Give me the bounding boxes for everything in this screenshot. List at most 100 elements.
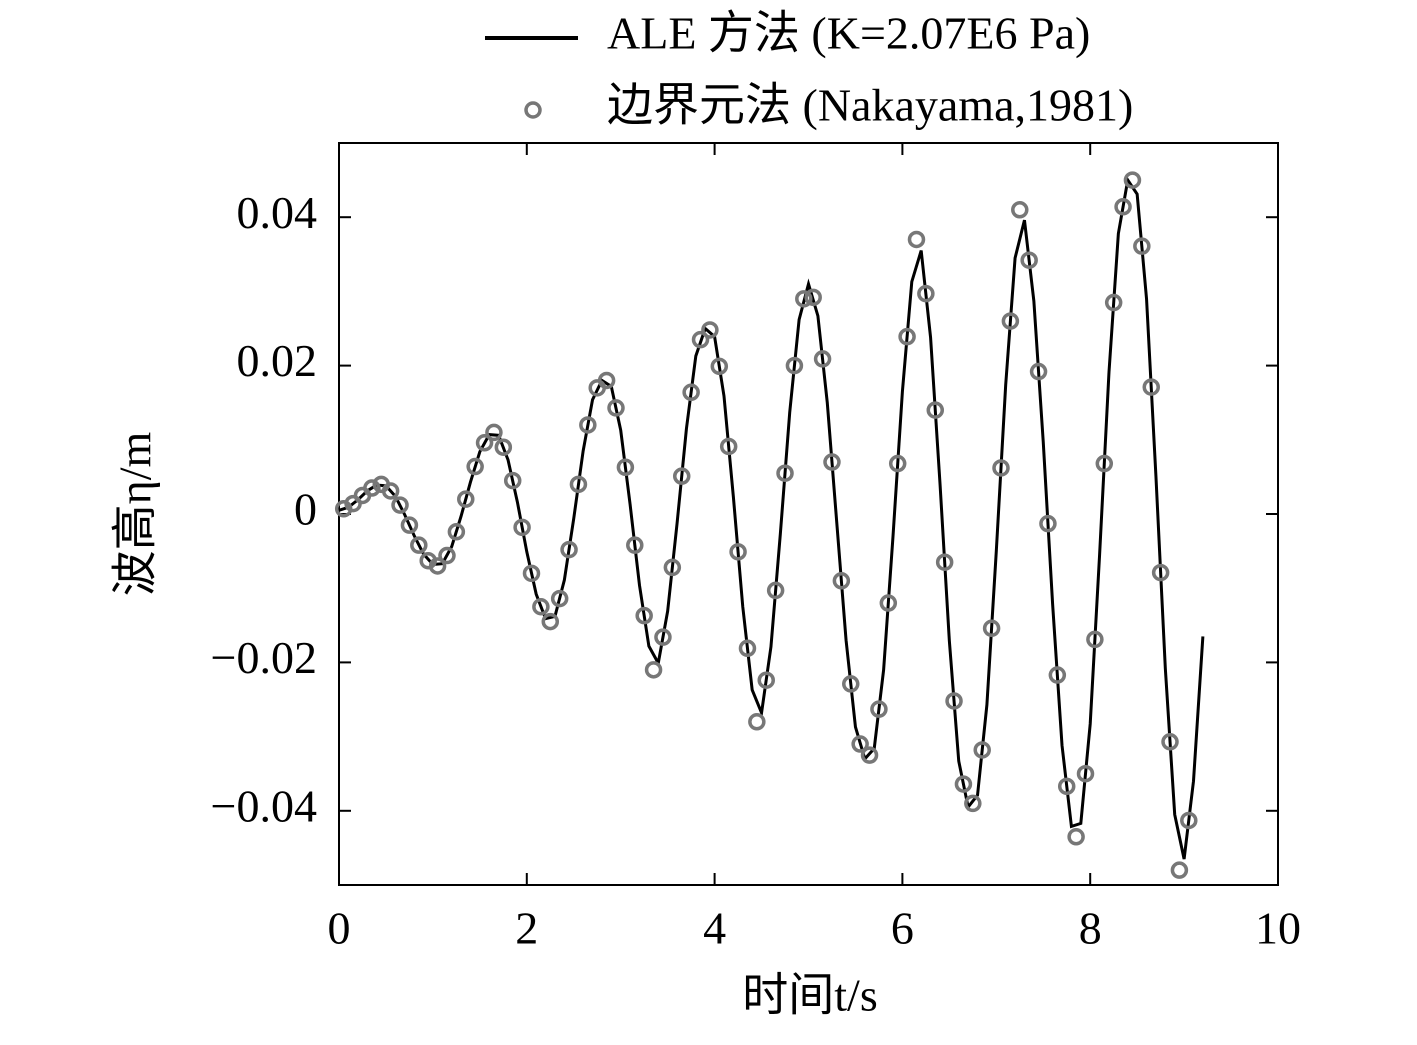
- data-point: [494, 438, 513, 456]
- data-point: [1086, 630, 1104, 649]
- data-point: [776, 464, 794, 482]
- data-point: [1048, 666, 1067, 684]
- data-point: [898, 327, 916, 346]
- data-point: [410, 536, 428, 554]
- data-point: [1076, 764, 1095, 783]
- data-point: [917, 284, 935, 303]
- data-point: [1151, 563, 1170, 582]
- data-point: [729, 543, 747, 561]
- x-tick-label: 4: [703, 903, 726, 954]
- data-point: [1057, 777, 1076, 796]
- data-point: [1142, 378, 1160, 396]
- data-point: [428, 557, 447, 575]
- data-point: [672, 467, 691, 485]
- data-point: [579, 416, 597, 434]
- data-point: [973, 741, 991, 759]
- data-point: [381, 482, 400, 500]
- data-point: [926, 401, 945, 419]
- y-tick-label: 0.02: [237, 335, 318, 386]
- data-point: [982, 619, 1001, 638]
- legend-label: 边界元法 (Nakayama,1981): [607, 80, 1133, 131]
- data-point: [644, 661, 663, 679]
- data-point: [1180, 811, 1198, 830]
- data-point: [888, 454, 907, 473]
- data-point: [851, 735, 869, 753]
- data-point: [607, 399, 625, 417]
- data-point: [842, 675, 860, 693]
- data-point: [748, 713, 766, 731]
- data-point: [635, 606, 653, 625]
- data-point: [616, 458, 635, 477]
- legend-label: ALE 方法 (K=2.07E6 Pa): [607, 8, 1090, 59]
- data-point: [813, 350, 832, 368]
- data-point: [1095, 454, 1114, 473]
- data-point: [870, 700, 888, 718]
- data-point: [719, 437, 738, 456]
- y-axis-label: 波高η/m: [110, 431, 161, 596]
- data-line: [338, 176, 1205, 860]
- data-point: [823, 453, 841, 471]
- x-tick-label: 8: [1079, 903, 1102, 954]
- legend-swatch: [524, 101, 542, 119]
- data-point: [954, 775, 973, 793]
- x-tick-label: 0: [328, 903, 351, 954]
- data-point: [964, 794, 982, 813]
- data-point: [560, 540, 578, 559]
- y-tick-label: −0.04: [211, 780, 317, 831]
- data-point: [475, 434, 494, 452]
- data-point: [1001, 312, 1020, 330]
- data-point: [879, 594, 898, 612]
- data-point: [1104, 293, 1123, 312]
- data-point: [1114, 198, 1132, 216]
- data-point: [503, 471, 522, 490]
- data-point: [663, 558, 682, 577]
- data-point: [466, 457, 484, 476]
- data-point: [1067, 828, 1085, 846]
- x-tick-label: 2: [515, 903, 538, 954]
- data-point: [757, 671, 775, 689]
- x-axis-label: 时间t/s: [742, 970, 877, 1021]
- data-point: [400, 516, 419, 534]
- data-point: [438, 546, 456, 565]
- data-point: [1020, 251, 1038, 269]
- data-point: [682, 383, 700, 402]
- data-point: [522, 564, 541, 583]
- data-point: [795, 290, 813, 308]
- data-point: [541, 612, 560, 631]
- data-point: [1011, 201, 1029, 219]
- y-tick-label: 0: [294, 484, 317, 535]
- data-point: [691, 330, 710, 349]
- data-point: [701, 321, 719, 339]
- data-point: [569, 475, 588, 494]
- data-point: [738, 639, 757, 658]
- x-tick-label: 10: [1255, 903, 1301, 954]
- data-point: [785, 356, 804, 375]
- data-point: [992, 459, 1010, 477]
- data-point: [513, 518, 531, 537]
- data-point: [1039, 514, 1057, 533]
- data-point: [710, 357, 729, 376]
- data-point: [391, 496, 409, 514]
- plot-frame: [338, 142, 1279, 886]
- data-point: [550, 589, 569, 608]
- y-tick-label: −0.02: [211, 632, 317, 683]
- data-point: [485, 423, 503, 442]
- data-point: [1161, 733, 1179, 751]
- data-point: [1133, 237, 1151, 255]
- x-tick-label: 6: [891, 903, 914, 954]
- y-tick-label: 0.04: [237, 187, 318, 238]
- data-point: [766, 581, 785, 600]
- data-point: [654, 628, 672, 646]
- data-point: [907, 230, 926, 249]
- data-point: [935, 553, 954, 571]
- data-point: [1123, 171, 1142, 189]
- data-point: [804, 288, 822, 307]
- data-point: [447, 523, 466, 541]
- data-point: [597, 371, 616, 390]
- data-point: [1170, 861, 1189, 879]
- data-point: [832, 572, 851, 590]
- data-point: [457, 490, 475, 508]
- data-point: [532, 598, 550, 616]
